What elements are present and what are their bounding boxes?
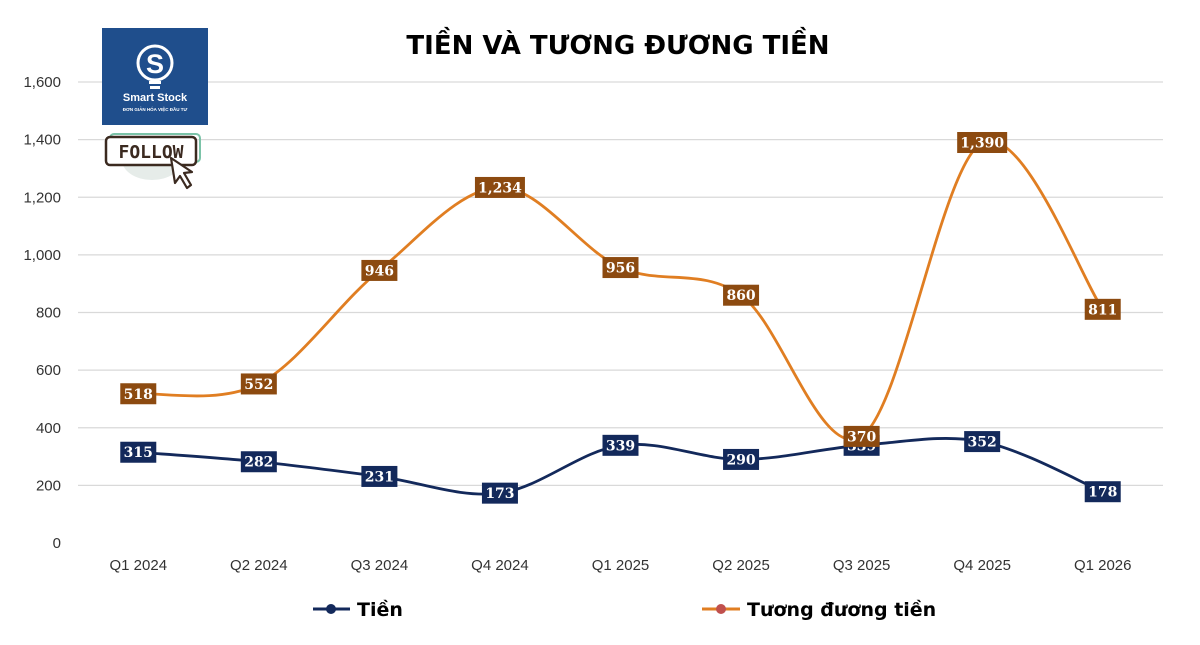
data-label-value: 282 — [244, 455, 273, 471]
x-tick-label: Q4 2024 — [471, 557, 529, 574]
data-label: 860 — [723, 284, 760, 306]
logo-brand: Smart Stock — [123, 92, 188, 104]
data-label-bg — [1084, 298, 1121, 320]
data-label-value: 518 — [124, 387, 153, 403]
data-label-value: 290 — [726, 452, 755, 468]
data-label-bg — [957, 132, 1008, 154]
grid — [78, 81, 1163, 487]
legend-label-tien: Tiền — [357, 598, 403, 621]
data-label-value: 173 — [485, 486, 514, 502]
x-tick-label: Q1 2025 — [592, 557, 650, 574]
chart-title: TIỀN VÀ TƯƠNG ĐƯƠNG TIỀN — [406, 26, 829, 61]
data-label: 946 — [361, 259, 398, 281]
data-label: 339 — [602, 434, 639, 456]
data-label: 956 — [602, 257, 639, 279]
legend: Tiền Tương đương tiền — [313, 598, 936, 621]
x-axis: Q1 2024 Q2 2024 Q3 2024 Q4 2024 Q1 2025 Q2 20… — [110, 557, 1132, 574]
data-label-bg — [964, 431, 1001, 453]
data-label-bg — [723, 448, 760, 470]
y-axis: 0 200 400 600 800 1,000 1,200 1,400 1,600 — [23, 74, 61, 552]
data-label: 290 — [723, 448, 760, 470]
x-tick-label: Q3 2024 — [351, 557, 409, 574]
data-label: 370 — [843, 425, 880, 447]
data-label-bg — [1084, 481, 1121, 503]
data-label-value: 811 — [1088, 302, 1117, 318]
series-line-1 — [138, 139, 1104, 441]
y-tick-label: 1,400 — [23, 132, 61, 149]
data-label-bg — [361, 465, 398, 487]
data-label: 352 — [964, 431, 1001, 453]
data-label-bg — [240, 373, 277, 395]
data-label-bg — [120, 441, 157, 463]
data-label-bg — [602, 434, 639, 456]
data-label-bg — [843, 425, 880, 447]
data-label: 811 — [1084, 298, 1121, 320]
data-label-bg — [474, 176, 525, 198]
data-label: 1,390 — [957, 132, 1008, 154]
data-label-value: 1,234 — [478, 180, 522, 196]
logo-background — [102, 28, 208, 125]
legend-item-tuong-duong-tien: Tương đương tiền — [702, 598, 936, 621]
legend-label-tuong-duong-tien: Tương đương tiền — [747, 598, 936, 621]
lightbulb-dollar-icon: S — [136, 44, 174, 89]
y-tick-label: 400 — [36, 420, 61, 437]
data-label-value: 956 — [606, 261, 635, 277]
y-tick-label: 1,600 — [23, 74, 61, 91]
data-label: 552 — [240, 373, 277, 395]
x-tick-label: Q4 2025 — [953, 557, 1011, 574]
data-label-value: 946 — [365, 263, 394, 279]
data-label-value: 352 — [968, 435, 997, 451]
data-label: 178 — [1084, 481, 1121, 503]
logo-tagline: ĐƠN GIẢN HÓA VIỆC ĐẦU TƯ — [123, 105, 188, 112]
x-tick-label: Q2 2024 — [230, 557, 288, 574]
cursor-icon — [169, 156, 194, 190]
data-label-bg — [361, 259, 398, 281]
data-label: 1,234 — [474, 176, 525, 198]
data-label-bg — [120, 383, 157, 405]
data-label-value: 231 — [365, 469, 394, 485]
y-tick-label: 0 — [53, 535, 61, 552]
data-label: 173 — [481, 482, 518, 504]
x-tick-label: Q1 2024 — [110, 557, 168, 574]
data-label-value: 370 — [847, 429, 876, 445]
data-label-bg — [481, 482, 518, 504]
y-tick-label: 600 — [36, 362, 61, 379]
y-tick-label: 800 — [36, 305, 61, 322]
data-label-bg — [723, 284, 760, 306]
x-tick-label: Q1 2026 — [1074, 557, 1132, 574]
data-label-bg — [240, 451, 277, 473]
legend-swatch-marker — [716, 604, 726, 614]
data-label: 231 — [361, 465, 398, 487]
follow-label: FOLLOW — [118, 142, 183, 163]
data-label-value: 860 — [726, 288, 755, 304]
y-tick-label: 1,200 — [23, 189, 61, 206]
smart-stock-logo: S Smart Stock ĐƠN GIẢN HÓA VIỆC ĐẦU TƯ — [102, 28, 208, 125]
data-label: 518 — [120, 383, 157, 405]
legend-swatch-marker — [326, 604, 336, 614]
svg-text:S: S — [146, 49, 164, 79]
data-label-value: 178 — [1088, 485, 1117, 501]
data-label-value: 552 — [244, 377, 273, 393]
data-label-value: 315 — [124, 445, 153, 461]
y-tick-label: 1,000 — [23, 247, 61, 264]
data-label: 315 — [120, 441, 157, 463]
data-label-value: 1,390 — [960, 136, 1004, 152]
legend-item-tien: Tiền — [313, 598, 403, 621]
data-label: 282 — [240, 451, 277, 473]
x-tick-label: Q2 2025 — [712, 557, 770, 574]
y-tick-label: 200 — [36, 477, 61, 494]
x-tick-label: Q3 2025 — [833, 557, 891, 574]
data-label-value: 339 — [606, 438, 635, 454]
data-labels: 3152822311733392903393521785185529461,23… — [120, 132, 1121, 504]
follow-badge[interactable]: FOLLOW — [104, 133, 201, 190]
data-label-bg — [602, 257, 639, 279]
